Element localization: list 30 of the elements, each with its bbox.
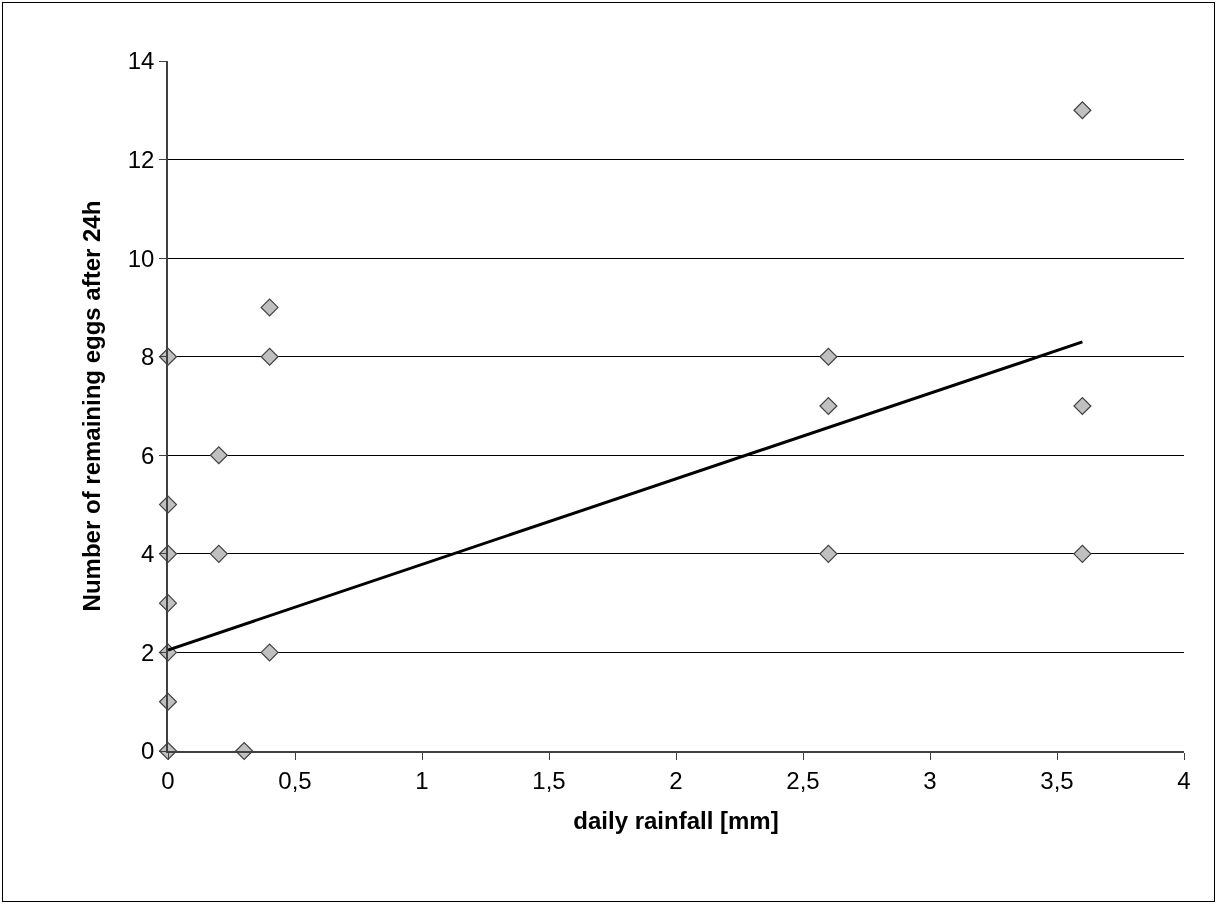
point (209, 446, 228, 465)
y-tick-label: 12 (127, 145, 155, 173)
point (819, 396, 838, 416)
x-tick-label: 4 (1177, 766, 1191, 794)
point (1073, 396, 1092, 416)
y-tick-label: 10 (127, 244, 155, 272)
y-tick-label: 4 (141, 540, 155, 568)
point (260, 643, 279, 662)
y-tick-label: 2 (141, 638, 155, 666)
point (819, 347, 838, 366)
point (209, 544, 228, 563)
y-tick-label: 0 (141, 737, 155, 765)
x-tick-label: 0 (161, 766, 175, 794)
y-tick-label: 8 (141, 343, 155, 371)
x-tick-label: 1,5 (532, 766, 566, 794)
point (1073, 101, 1092, 120)
x-axis-title: daily rainfall [mm] (573, 807, 779, 835)
y-tick-label: 6 (141, 441, 155, 469)
y-axis-title: Number of remaining eggs after 24h (78, 200, 106, 612)
y-tick-label: 14 (127, 47, 155, 75)
x-tick-label: 2,5 (786, 766, 820, 794)
point (819, 544, 838, 563)
point (1073, 544, 1092, 563)
x-tick-label: 3,5 (1040, 766, 1074, 794)
x-tick-label: 3 (923, 766, 937, 794)
point (260, 298, 279, 317)
x-tick-label: 2 (669, 766, 683, 794)
x-tick-label: 1 (415, 766, 429, 794)
point (260, 347, 279, 366)
x-tick-label: 0,5 (278, 766, 312, 794)
